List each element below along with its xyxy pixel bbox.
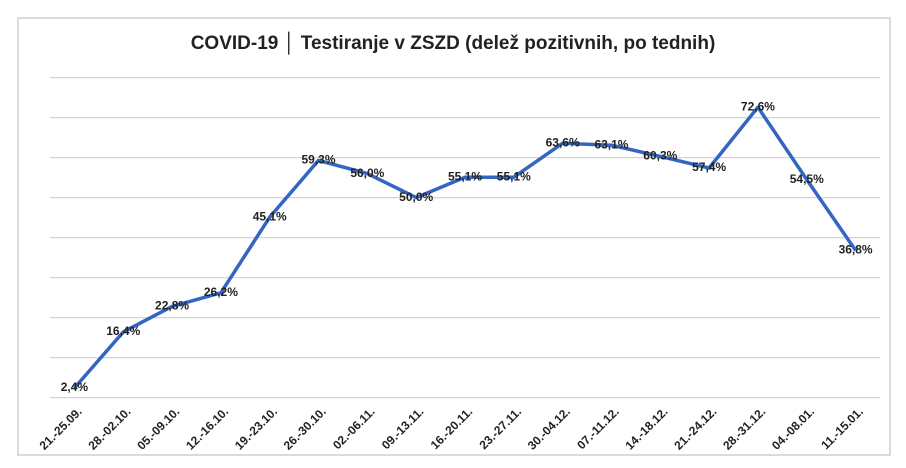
data-label: 16,4% <box>106 324 140 338</box>
data-label: 36,8% <box>839 243 873 257</box>
data-label: 54,5% <box>790 172 824 186</box>
data-label: 60,3% <box>643 149 677 163</box>
data-label: 59,3% <box>302 153 336 167</box>
data-label: 57,4% <box>692 160 726 174</box>
data-label: 56,0% <box>350 166 384 180</box>
data-label: 55,1% <box>448 169 482 183</box>
data-label: 72,6% <box>741 99 775 113</box>
chart-frame <box>17 17 891 456</box>
data-label: 26,2% <box>204 285 238 299</box>
data-label: 55,1% <box>497 169 531 183</box>
data-label: 2,4% <box>61 380 89 394</box>
data-label: 45,1% <box>253 209 287 223</box>
data-line <box>73 105 858 390</box>
data-label: 50,0% <box>399 190 433 204</box>
data-label: 22,8% <box>155 299 189 313</box>
data-label: 63,6% <box>546 135 580 149</box>
data-label: 63,1% <box>594 137 628 151</box>
chart-title: COVID-19 │ Testiranje v ZSZD (delež pozi… <box>191 31 716 55</box>
